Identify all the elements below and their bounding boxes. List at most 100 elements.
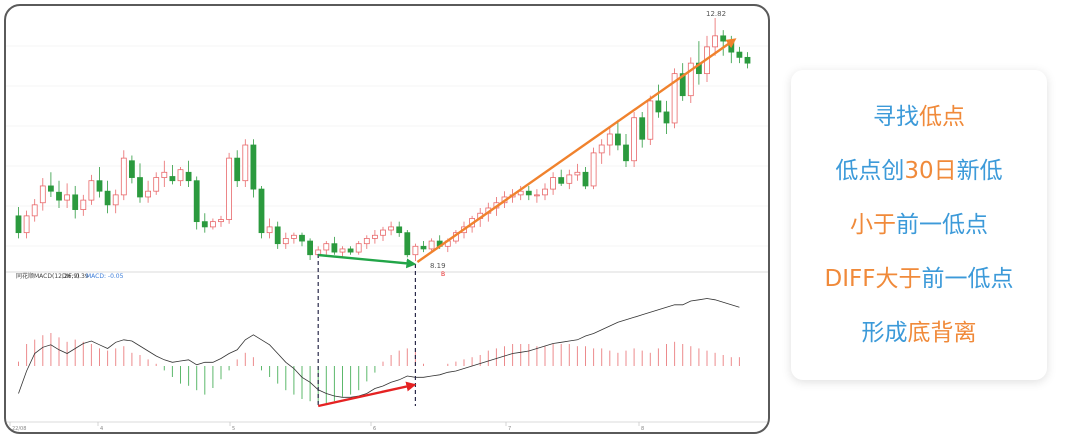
candle (736, 46, 743, 64)
candle (64, 183, 70, 208)
candle (226, 152, 233, 224)
candle (696, 41, 702, 85)
candle (120, 150, 127, 201)
candle (185, 160, 192, 187)
candle (663, 100, 670, 134)
candle (744, 52, 751, 69)
note-segment: 低点 (919, 104, 965, 130)
candle (420, 241, 427, 253)
candle (299, 232, 305, 247)
note-segment: 前一低点 (921, 266, 1014, 292)
candle (339, 246, 346, 258)
candle (23, 210, 30, 239)
candle (104, 180, 111, 214)
note-segment: 前一低点 (896, 212, 988, 238)
candle (534, 189, 540, 203)
chart-frame: 12.82 8.19 B 同花顺MACD(12,26,9) DIF: 0.39 … (4, 4, 770, 434)
note-line-1: 寻找低点 (791, 102, 1047, 132)
note-line-3: 小于前一低点 (791, 210, 1047, 240)
note-segment: 寻找 (873, 104, 919, 130)
macd-legend: 同花顺MACD(12,26,9) DIF: 0.39 MACD: -0.05 (16, 272, 124, 280)
candle (655, 84, 662, 118)
candle (388, 221, 395, 236)
candle (363, 235, 370, 249)
note-segment: 30日 (904, 158, 957, 184)
candle (48, 172, 54, 197)
buy-marker: B (441, 271, 445, 278)
candle (234, 150, 241, 187)
x-tick-label: 7 (508, 426, 511, 432)
candle (218, 215, 224, 227)
candle (331, 236, 338, 255)
low-price-label: 8.19 (430, 262, 446, 270)
note-line-4: DIFF大于前一低点 (791, 264, 1047, 294)
note-line-5: 形成底背离 (791, 318, 1047, 348)
candle (428, 238, 435, 253)
grid (6, 45, 768, 423)
candle (623, 133, 629, 168)
candle (274, 221, 281, 249)
candle (404, 230, 411, 258)
candle (396, 221, 403, 237)
candle (307, 238, 314, 260)
candle (542, 183, 548, 201)
candle (720, 30, 727, 56)
candle (242, 139, 249, 187)
candle (88, 174, 95, 205)
candle (145, 180, 152, 203)
high-price-label: 12.82 (706, 10, 726, 18)
candle (347, 246, 354, 255)
candle (39, 178, 46, 211)
note-segment: 低点创 (835, 158, 905, 184)
candle (177, 167, 184, 186)
x-axis-ticks: 22/08 4 5 6 7 8 (9, 422, 644, 432)
dif-line (18, 298, 740, 398)
uptrend-arrow (416, 38, 737, 263)
candle (606, 128, 613, 156)
x-tick-label: 8 (641, 426, 644, 432)
candle (574, 163, 581, 181)
candle (598, 139, 605, 164)
candle (631, 111, 637, 168)
candle (323, 241, 330, 255)
x-tick-label: 4 (100, 426, 103, 432)
candle (258, 185, 265, 239)
candle (72, 185, 79, 219)
candle (250, 139, 257, 198)
candle (112, 189, 119, 214)
candle (647, 95, 654, 146)
candle (282, 232, 289, 249)
candle (96, 167, 103, 198)
candle (712, 18, 718, 56)
candle (201, 213, 208, 233)
candle (412, 243, 419, 261)
candle (56, 180, 62, 208)
candle (590, 147, 597, 190)
candle (15, 206, 22, 239)
higher-dif-arrow (317, 381, 417, 408)
x-tick-label: 6 (373, 426, 376, 432)
candle (566, 169, 573, 190)
lower-low-arrow (318, 253, 417, 269)
candle (615, 119, 621, 151)
candle (80, 194, 87, 216)
candlestick-series (15, 18, 751, 261)
candle (380, 226, 386, 242)
x-tick-label: 5 (232, 426, 235, 432)
x-tick-label: 22/08 (12, 426, 26, 432)
note-segment: 形成 (861, 320, 908, 346)
macd-histogram (18, 333, 740, 404)
candle (161, 160, 168, 187)
candle (371, 230, 378, 244)
candle (31, 199, 38, 222)
note-segment: 底背离 (907, 320, 977, 346)
candle (193, 176, 200, 230)
candle (355, 241, 362, 255)
candle (266, 218, 273, 239)
candle (209, 218, 216, 230)
macd-legend-macd: MACD: -0.05 (86, 273, 124, 280)
candle (169, 164, 176, 185)
note-segment: 新低 (956, 158, 1003, 184)
candle (558, 169, 565, 186)
stock-chart: 12.82 8.19 B 同花顺MACD(12,26,9) DIF: 0.39 … (6, 10, 768, 432)
